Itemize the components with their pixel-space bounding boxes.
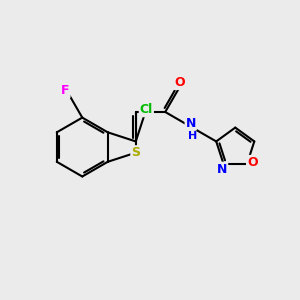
Text: N: N xyxy=(185,117,196,130)
Text: O: O xyxy=(247,156,258,169)
Text: F: F xyxy=(61,84,70,97)
Text: N: N xyxy=(217,163,227,176)
Text: S: S xyxy=(131,146,140,159)
Text: O: O xyxy=(175,76,185,89)
Text: Cl: Cl xyxy=(140,103,153,116)
Text: H: H xyxy=(188,131,197,141)
